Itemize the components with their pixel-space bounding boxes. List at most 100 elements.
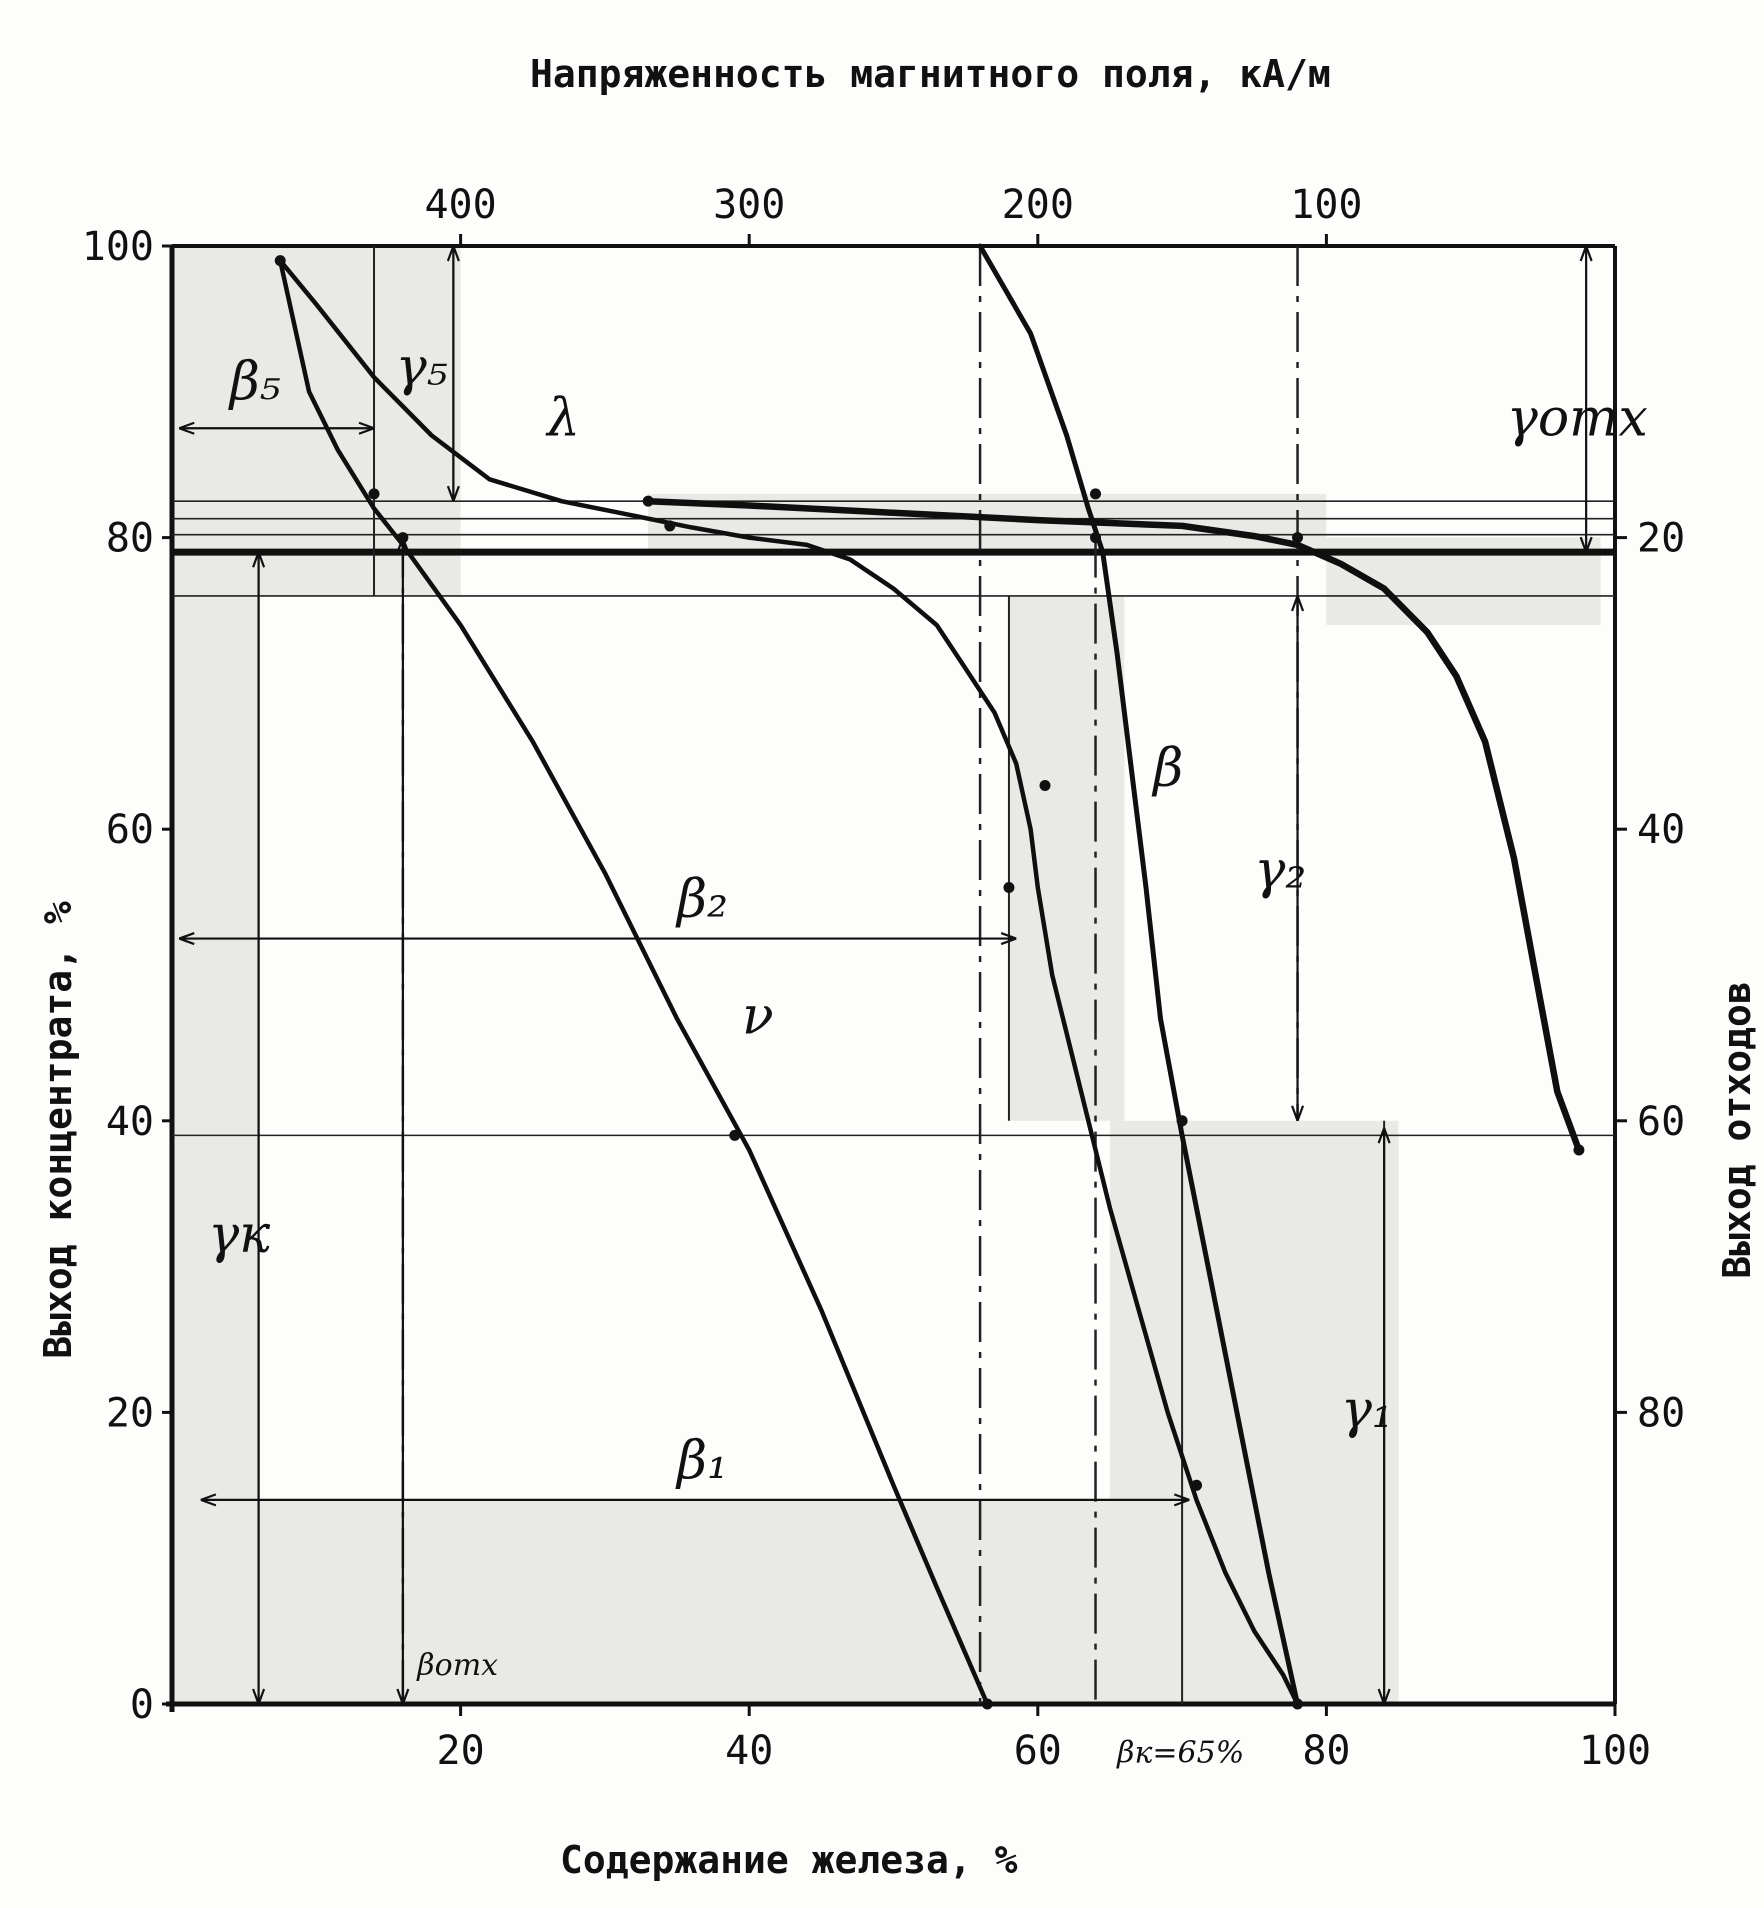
y-tick-label-1: 20 — [106, 1390, 154, 1436]
arrow-gamma2-head-b — [1291, 595, 1305, 612]
series-point-top-field-8 — [1382, 587, 1386, 590]
annotations: λ ν β β₁ β₂ β₅ γ₁ γ₂ γ₅ γк γотх βотх βк=65% — [208, 338, 1648, 1771]
marker-dot-8 — [1292, 532, 1304, 544]
series-point-top-field-10 — [1455, 674, 1458, 678]
series-line-nu — [277, 258, 990, 1707]
annotation-gamma-k: γк — [208, 1205, 271, 1265]
series-point-nu-6 — [531, 740, 534, 743]
annotation-beta-otx: βотх — [416, 1648, 498, 1683]
marker-dot-7 — [1292, 1698, 1304, 1710]
arrow-beta5-head-b — [358, 421, 375, 435]
annotation-beta5: β₅ — [228, 352, 281, 412]
series-point-top-field-1 — [748, 504, 751, 507]
series-point-beta-4 — [1101, 550, 1104, 554]
shade-region-2 — [172, 1499, 1183, 1704]
y2-tick-label-0: 20 — [1637, 516, 1685, 562]
top-tick-label-1: 300 — [713, 182, 785, 228]
shaded-regions — [172, 246, 1601, 1705]
annotation-gamma5: γ₅ — [396, 338, 448, 398]
arrow-beta-otx-head-a — [396, 1688, 410, 1705]
series-point-beta-6 — [1130, 769, 1133, 773]
y-tick-label-3: 60 — [106, 807, 154, 853]
arrow-beta5-head-a — [178, 421, 195, 435]
series-point-top-field-7 — [1339, 562, 1343, 566]
series-point-beta-5 — [1115, 653, 1119, 656]
x-tick-label-1: 40 — [725, 1728, 773, 1774]
marker-dot-0 — [274, 255, 286, 267]
y-tick-label-0: 0 — [130, 1682, 154, 1728]
series-point-lambda-5 — [560, 499, 563, 503]
series-point-nu-10 — [820, 1309, 823, 1312]
annotation-beta: β — [1151, 738, 1183, 798]
y-axis-label: Выход концентрата, % — [36, 901, 80, 1359]
series-point-lambda-17 — [1036, 886, 1040, 889]
series-point-lambda-15 — [1014, 762, 1018, 765]
shade-region-4 — [1109, 1120, 1399, 1704]
y-tick-label-5: 100 — [82, 224, 154, 270]
arrow-beta2-head-b — [1000, 932, 1017, 946]
annotation-beta2: β₂ — [675, 870, 728, 930]
marker-dot-10 — [1090, 488, 1102, 500]
series-point-lambda-26 — [1281, 1673, 1285, 1677]
y-tick-label-4: 80 — [106, 516, 154, 562]
annotation-lambda: λ — [545, 389, 580, 449]
annotation-gamma-otx: γотх — [1507, 389, 1648, 449]
x-axis-label: Содержание железа, % — [560, 1838, 1018, 1882]
series-point-nu-4 — [401, 543, 405, 547]
annotation-beta1: β₁ — [675, 1431, 728, 1491]
tick-labels: 0 20 40 60 80 100 20 40 60 80 100 20 40 60 80 400 300 200… — [82, 182, 1685, 1774]
series-point-beta-7 — [1144, 886, 1148, 889]
series-point-lambda-1 — [315, 303, 318, 306]
series-point-beta-10 — [1209, 1279, 1213, 1283]
arrow-gamma2-head-a — [1291, 1105, 1305, 1122]
series-line-beta — [977, 243, 1300, 1707]
series-point-nu-5 — [459, 623, 462, 627]
series-point-lambda-16 — [1029, 828, 1032, 831]
series-point-nu-1 — [307, 390, 311, 393]
marker-dot-6 — [1176, 1115, 1188, 1127]
top-tick-label-2: 200 — [1002, 182, 1074, 228]
top-tick-label-0: 400 — [424, 182, 496, 228]
arrow-beta1-head-b — [1173, 1493, 1190, 1507]
series-point-lambda-20 — [1108, 1207, 1112, 1210]
marker-dot-13 — [1003, 882, 1015, 894]
series-point-lambda-6 — [632, 514, 635, 517]
annotation-nu: ν — [742, 986, 774, 1046]
arrow-beta2-head-a — [178, 932, 195, 946]
marker-dot-5 — [1090, 532, 1102, 544]
y-tick-label-2: 40 — [106, 1099, 154, 1145]
series-point-nu-11 — [892, 1484, 895, 1487]
series-point-lambda-21 — [1137, 1309, 1141, 1312]
arrow-gamma5-head-a — [446, 485, 460, 502]
series-point-top-field-13 — [1534, 973, 1537, 977]
series-point-nu-8 — [675, 1017, 679, 1020]
arrow-gamma-otx-head-a — [1579, 536, 1593, 553]
series-line-lambda — [277, 258, 1300, 1707]
series-point-lambda-24 — [1224, 1571, 1227, 1574]
series-point-top-field-3 — [1036, 518, 1040, 522]
arrow-gamma1-head-b — [1377, 1127, 1391, 1144]
marker-dot-12 — [664, 520, 676, 532]
series-point-beta-0 — [978, 244, 982, 248]
series-point-top-field-11 — [1483, 740, 1487, 743]
arrow-gamma-k-head-a — [252, 1688, 266, 1705]
annotation-gamma2: γ₂ — [1254, 841, 1306, 901]
x-tick-label-0: 20 — [437, 1728, 485, 1774]
guide-lines — [172, 245, 1615, 1705]
series-point-nu-3 — [372, 507, 376, 510]
arrow-gamma5-head-b — [446, 245, 460, 262]
series-line-top-field — [644, 497, 1583, 1154]
x-tick-label-4: 100 — [1579, 1728, 1651, 1774]
series-point-lambda-23 — [1195, 1498, 1198, 1502]
series-point-top-field-9 — [1426, 631, 1429, 634]
series-point-beta-12 — [1267, 1571, 1270, 1574]
series-point-beta-8 — [1159, 1017, 1162, 1020]
arrow-gamma1-head-a — [1377, 1688, 1391, 1705]
series-point-top-field-12 — [1512, 857, 1516, 860]
series-point-nu-2 — [336, 448, 340, 452]
x-tick-label-2: 60 — [1014, 1728, 1062, 1774]
arrow-gamma-k-head-b — [252, 551, 266, 568]
marker-dot-2 — [397, 532, 409, 544]
chart-title: Напряженность магнитного поля, кА/м — [530, 52, 1331, 96]
